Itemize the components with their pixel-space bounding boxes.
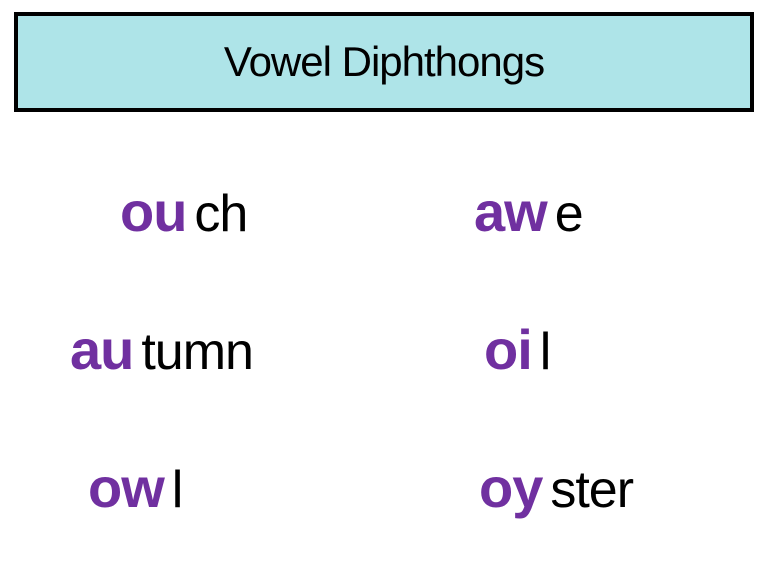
header-box: Vowel Diphthongs [14,12,754,112]
diphthong-pair: oy [479,455,542,520]
grid-item: oyster [404,455,728,520]
example-word: tumn [141,322,253,382]
header-title: Vowel Diphthongs [18,38,750,86]
example-word: l [540,322,551,382]
grid-item: awe [404,179,728,244]
diphthong-pair: oi [484,317,532,382]
grid-item: ouch [40,179,364,244]
example-word: l [172,460,183,520]
grid-item: autumn [40,317,364,382]
grid-item: owl [40,455,364,520]
diphthong-pair: ow [88,455,164,520]
example-word: e [555,184,583,244]
diphthong-grid: ouch awe autumn oil owl oyster [0,112,768,587]
diphthong-pair: aw [474,179,547,244]
example-word: ster [550,460,633,520]
diphthong-pair: au [70,317,133,382]
example-word: ch [194,184,247,244]
grid-item: oil [404,317,728,382]
diphthong-pair: ou [120,179,186,244]
